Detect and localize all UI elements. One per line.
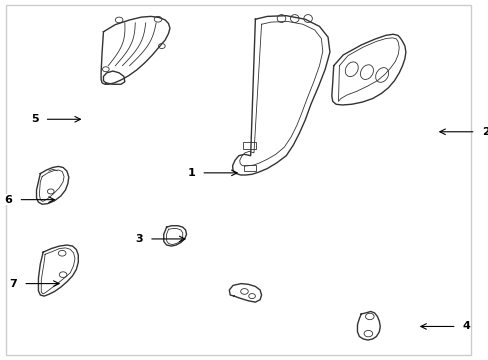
Bar [243,165,255,171]
Text: 7: 7 [9,279,17,289]
Text: 5: 5 [31,114,39,124]
Text: 6: 6 [4,195,12,204]
Text: 1: 1 [187,168,195,178]
Bar [242,142,255,149]
Text: 3: 3 [135,234,142,244]
Text: 2: 2 [481,127,488,137]
Text: 4: 4 [462,321,469,332]
